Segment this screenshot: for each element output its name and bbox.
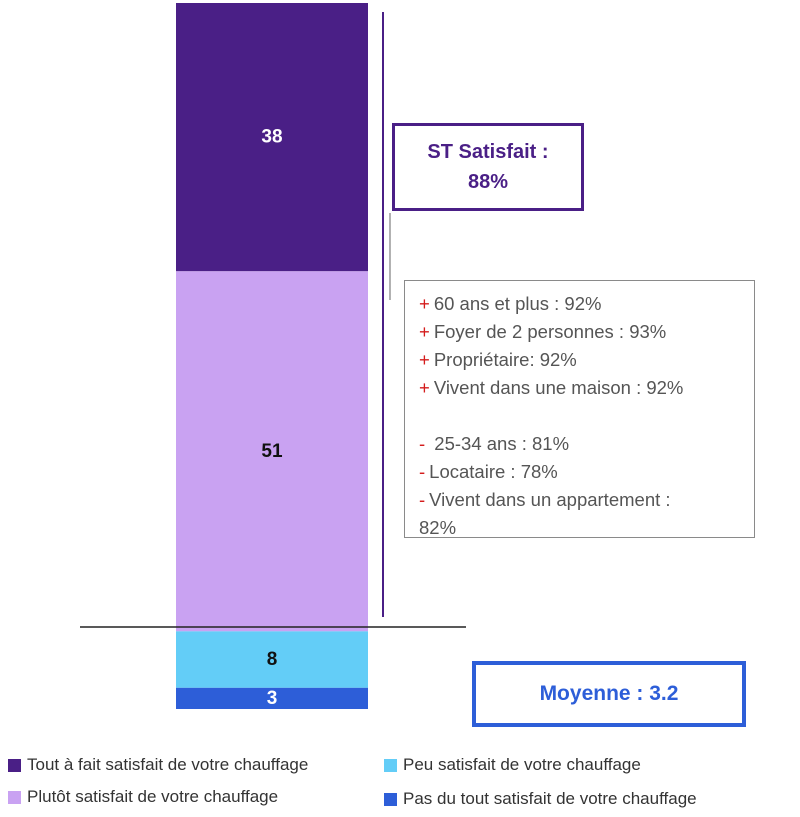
moyenne-label: Moyenne : 3.2 xyxy=(539,682,679,705)
legend-swatch xyxy=(8,758,21,772)
legend-swatch xyxy=(384,792,397,806)
bar-segment-1 xyxy=(176,271,368,632)
bar-segments xyxy=(176,3,368,709)
bar-segment-label-0: 38 xyxy=(261,127,282,148)
detail-minus-item-continued: 82% xyxy=(419,517,457,538)
bar-segment-3 xyxy=(176,687,368,709)
bar-segment-0 xyxy=(176,3,368,272)
st-satisfait-label: ST Satisfait : xyxy=(427,141,549,163)
legend-item-pas-du-tout: Pas du tout satisfait de votre chauffage xyxy=(384,789,697,809)
bar-segment-label-1: 51 xyxy=(261,441,283,462)
segment-labels: 38 51 8 3 xyxy=(261,127,283,709)
legend-label: Peu satisfait de votre chauffage xyxy=(403,755,641,774)
legend-swatch xyxy=(384,758,397,772)
detail-minus-item: - Locataire : 78% xyxy=(419,461,558,482)
legend-item-peu: Peu satisfait de votre chauffage xyxy=(384,755,641,775)
bar-segment-label-3: 3 xyxy=(267,688,278,709)
detail-minus-item: - Vivent dans un appartement : xyxy=(419,489,671,510)
detail-plus-item: + Propriétaire: 92% xyxy=(419,349,577,370)
detail-plus-item: + Vivent dans une maison : 92% xyxy=(419,377,684,398)
bar-segment-label-2: 8 xyxy=(267,649,278,670)
legend-swatch xyxy=(8,790,21,804)
legend-label: Pas du tout satisfait de votre chauffage xyxy=(403,789,697,808)
legend-item-plutot: Plutôt satisfait de votre chauffage xyxy=(8,787,278,807)
legend-label: Plutôt satisfait de votre chauffage xyxy=(27,787,279,806)
detail-plus-item: +60 ans et plus : 92% xyxy=(419,293,602,314)
detail-spacer xyxy=(419,402,744,430)
legend-label: Tout à fait satisfait de votre chauffage xyxy=(27,755,309,774)
detail-minus-item: - 25-34 ans : 81% xyxy=(419,433,570,454)
moyenne-box: Moyenne : 3.2 xyxy=(472,661,746,727)
detail-plus-item: + Foyer de 2 personnes : 93% xyxy=(419,321,667,342)
legend-item-tout-a-fait: Tout à fait satisfait de votre chauffage xyxy=(8,755,308,775)
bar-segment-2 xyxy=(176,631,368,688)
segment-details-box: +60 ans et plus : 92% + Foyer de 2 person… xyxy=(404,280,755,538)
st-satisfait-box: ST Satisfait : 88% xyxy=(392,123,584,211)
st-satisfait-value: 88% xyxy=(467,171,509,193)
